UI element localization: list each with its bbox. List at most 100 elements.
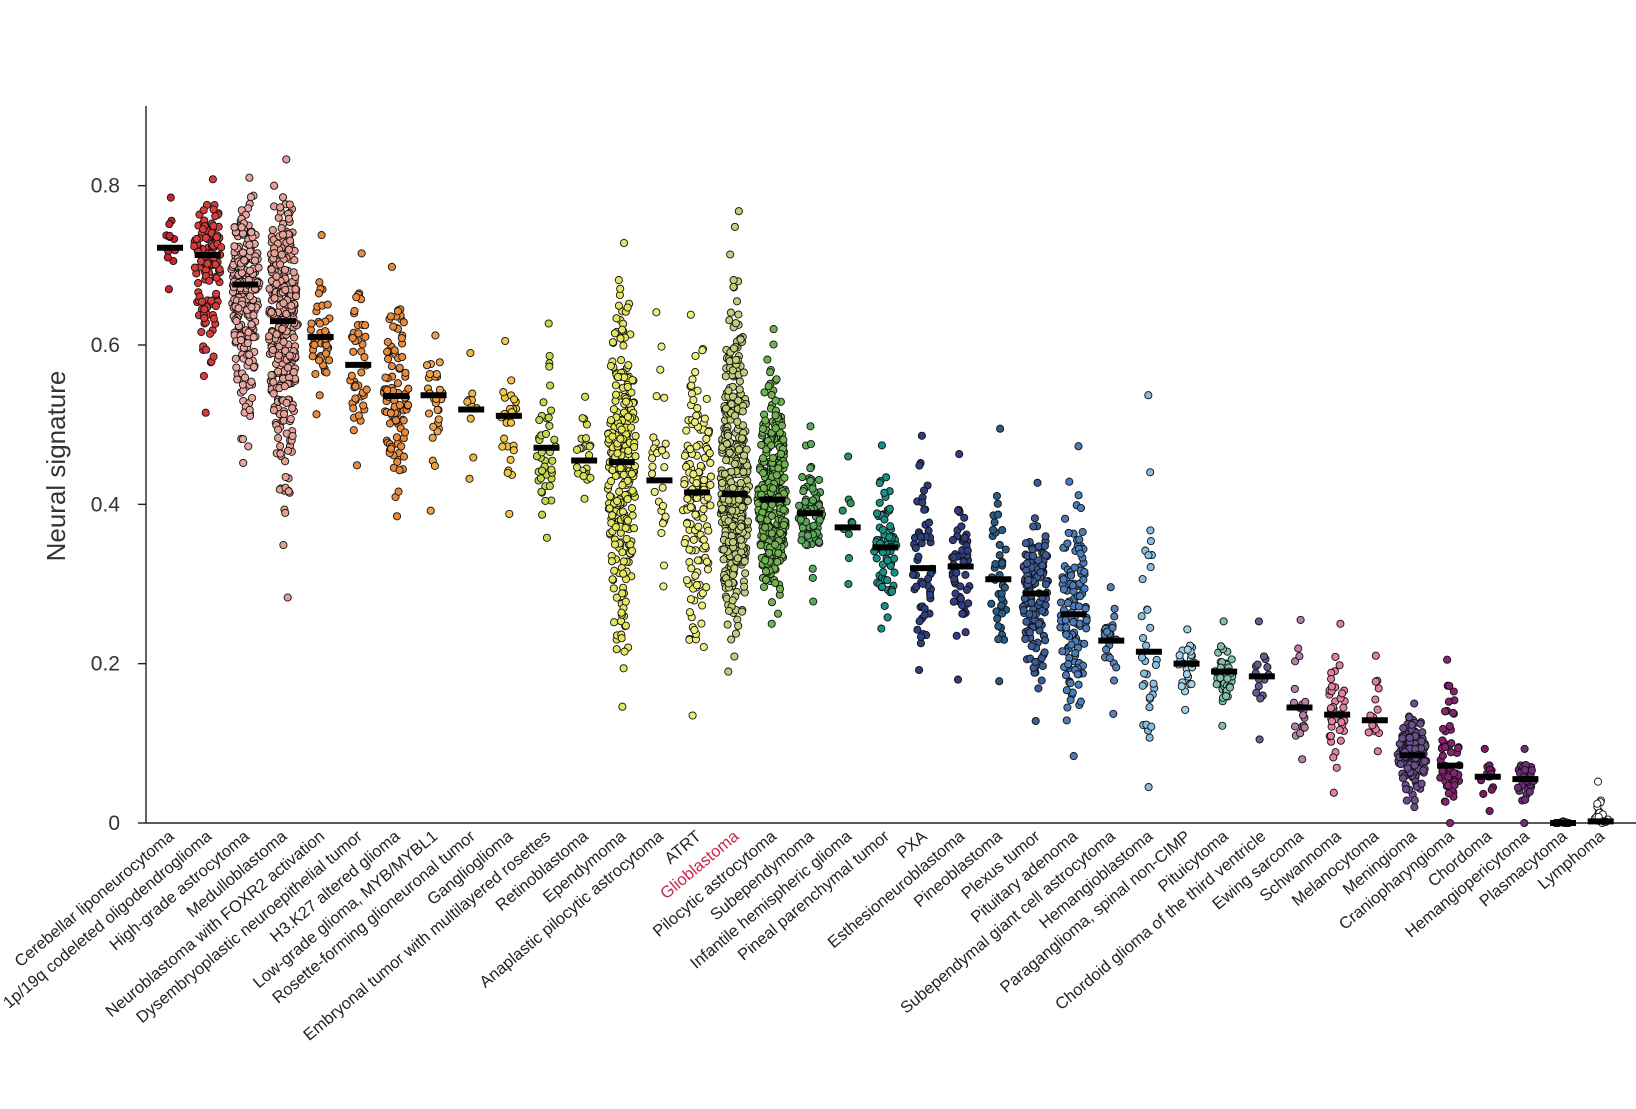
data-point bbox=[1373, 705, 1382, 714]
data-point bbox=[769, 340, 778, 349]
data-point bbox=[734, 445, 744, 454]
data-point bbox=[995, 551, 1004, 560]
data-point bbox=[276, 203, 285, 212]
data-point bbox=[772, 471, 781, 480]
data-point bbox=[1029, 522, 1038, 531]
data-point bbox=[265, 332, 274, 341]
data-point bbox=[1078, 527, 1087, 537]
data-point bbox=[618, 481, 627, 490]
data-point bbox=[357, 249, 366, 258]
data-point bbox=[1371, 651, 1380, 660]
data-point bbox=[1450, 781, 1459, 790]
data-point bbox=[190, 242, 199, 251]
data-point bbox=[274, 425, 283, 434]
data-point bbox=[1301, 697, 1310, 706]
data-point bbox=[872, 509, 882, 518]
data-point bbox=[1327, 717, 1336, 726]
data-point bbox=[780, 460, 789, 469]
data-point bbox=[734, 396, 743, 405]
data-point bbox=[911, 543, 920, 553]
data-point bbox=[619, 470, 628, 479]
data-point bbox=[768, 484, 778, 493]
data-point bbox=[733, 554, 742, 563]
data-point bbox=[685, 635, 694, 644]
data-point bbox=[315, 391, 324, 400]
data-point bbox=[1398, 774, 1408, 783]
data-point bbox=[247, 228, 256, 237]
data-point bbox=[1418, 728, 1427, 737]
data-point bbox=[1038, 661, 1047, 671]
data-point bbox=[619, 664, 628, 673]
data-point bbox=[232, 363, 241, 372]
data-point bbox=[743, 496, 752, 505]
data-point bbox=[953, 506, 963, 515]
data-point bbox=[686, 595, 695, 604]
data-point bbox=[1151, 660, 1160, 670]
data-point bbox=[617, 356, 626, 365]
data-point bbox=[288, 404, 297, 413]
data-point bbox=[762, 575, 771, 584]
data-point bbox=[1146, 468, 1155, 477]
data-point bbox=[361, 321, 370, 330]
data-point bbox=[1024, 575, 1033, 585]
data-point bbox=[284, 245, 293, 254]
data-point bbox=[650, 487, 659, 496]
data-point bbox=[269, 389, 278, 398]
data-point bbox=[997, 601, 1006, 610]
data-point bbox=[658, 483, 667, 492]
data-point bbox=[698, 346, 707, 355]
data-point bbox=[1487, 785, 1496, 794]
data-point bbox=[808, 573, 817, 582]
data-point bbox=[739, 467, 748, 476]
data-point bbox=[1144, 551, 1153, 560]
data-point bbox=[386, 312, 395, 321]
data-point bbox=[702, 394, 711, 403]
data-point bbox=[1082, 624, 1091, 633]
data-point bbox=[1074, 442, 1083, 451]
data-point bbox=[703, 565, 712, 574]
data-point bbox=[613, 372, 623, 382]
data-point bbox=[359, 401, 368, 410]
data-point bbox=[740, 582, 749, 591]
data-point bbox=[960, 513, 969, 522]
data-point bbox=[630, 442, 639, 452]
data-point bbox=[194, 278, 203, 288]
data-point bbox=[1075, 592, 1085, 601]
data-point bbox=[628, 511, 637, 520]
data-point bbox=[163, 253, 172, 262]
data-point bbox=[1031, 657, 1040, 666]
data-point bbox=[536, 474, 545, 483]
data-point bbox=[1339, 703, 1348, 712]
data-point bbox=[348, 333, 357, 343]
data-point bbox=[431, 331, 440, 340]
data-point bbox=[286, 236, 295, 245]
data-point bbox=[885, 533, 894, 542]
data-point bbox=[281, 472, 290, 482]
data-point bbox=[238, 248, 248, 257]
data-point bbox=[995, 677, 1004, 686]
data-point bbox=[238, 435, 248, 444]
data-point bbox=[1182, 670, 1191, 679]
data-point bbox=[915, 665, 924, 675]
data-point bbox=[265, 284, 274, 293]
data-point bbox=[760, 388, 769, 397]
data-point bbox=[1040, 648, 1049, 657]
data-point bbox=[205, 329, 215, 338]
data-point bbox=[279, 540, 288, 550]
data-point bbox=[725, 448, 734, 457]
data-point bbox=[924, 574, 933, 583]
data-point bbox=[885, 504, 894, 513]
data-point bbox=[347, 371, 356, 380]
data-point bbox=[362, 385, 371, 394]
data-point bbox=[992, 491, 1001, 501]
data-point bbox=[657, 446, 667, 455]
data-point bbox=[1183, 645, 1192, 654]
data-point bbox=[274, 351, 283, 360]
data-point bbox=[761, 523, 770, 532]
data-point bbox=[1398, 734, 1407, 743]
data-point bbox=[192, 234, 201, 243]
data-point bbox=[1396, 760, 1405, 769]
data-point bbox=[721, 372, 730, 381]
data-point bbox=[1137, 653, 1147, 662]
data-point bbox=[387, 444, 396, 453]
